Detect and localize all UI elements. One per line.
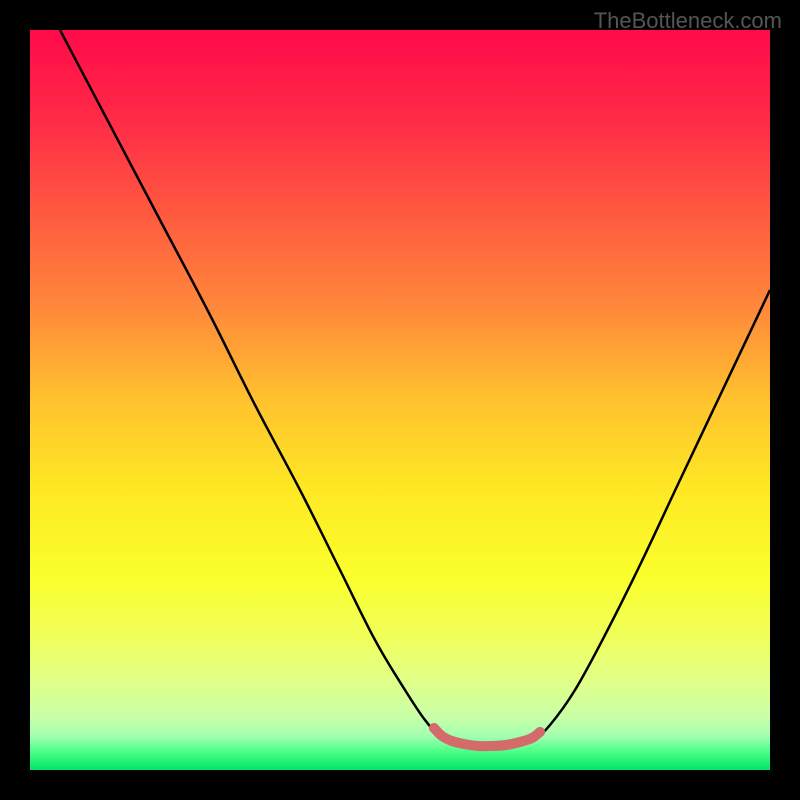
plot-area [30,30,770,770]
bottleneck-curve [30,30,770,770]
watermark-text: TheBottleneck.com [594,8,782,34]
